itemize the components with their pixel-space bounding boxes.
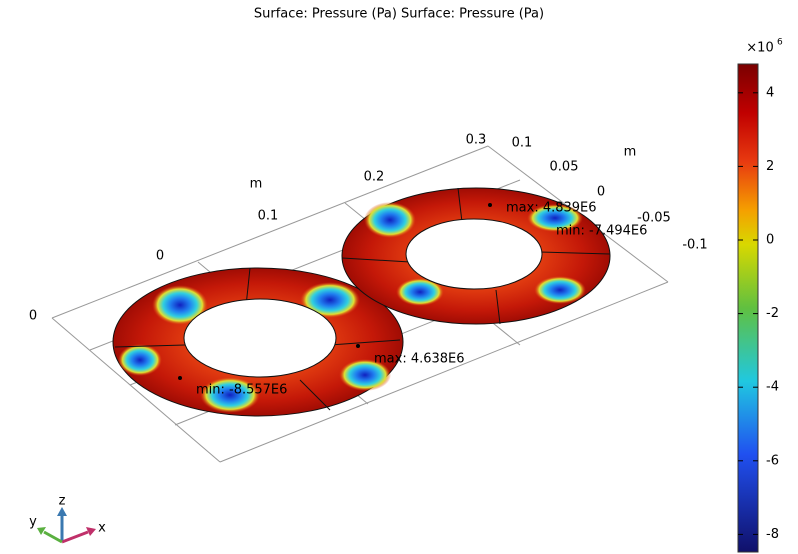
annotation: max: 4.638E6 xyxy=(374,352,465,367)
z-tick-label: 0 xyxy=(29,309,37,324)
colorbar-tick-label: -6 xyxy=(766,453,779,468)
colorbar-tick-label: -4 xyxy=(766,380,779,395)
colorbar-tick-label: -2 xyxy=(766,306,779,321)
ring-left xyxy=(112,267,404,417)
y-tick-label: 0 xyxy=(597,185,605,200)
annotations: max: 4.839E6 min: -7.494E6 max: 4.638E6 … xyxy=(178,201,647,398)
y-tick-label: 0.05 xyxy=(550,160,579,175)
annotation: max: 4.839E6 xyxy=(506,201,597,216)
colorbar-tick-label: 2 xyxy=(766,159,774,174)
triad-label: y xyxy=(29,515,37,530)
colorbar-tick-label: -8 xyxy=(766,527,779,542)
x-unit: m xyxy=(250,177,263,192)
y-unit: m xyxy=(624,145,637,160)
x-tick-label: 0.3 xyxy=(466,133,487,148)
triad-label: x xyxy=(98,521,106,536)
colorbar: ×10 6 4 2 0 -2 -4 -6 -8 xyxy=(737,38,783,553)
colorbar-multiplier: ×10 xyxy=(746,41,773,56)
annotation: min: -7.494E6 xyxy=(556,224,647,239)
axis-labels: 0.3 0.2 0.1 0 m 0.1 0.05 0 -0.05 -0.1 m … xyxy=(29,133,708,324)
colorbar-tick-label: 0 xyxy=(766,233,774,248)
colorbar-tick-label: 4 xyxy=(766,85,774,100)
triad-label: z xyxy=(59,494,66,509)
y-tick-label: -0.05 xyxy=(637,211,671,226)
x-tick-label: 0 xyxy=(156,249,164,264)
x-tick-label: 0.2 xyxy=(364,170,385,185)
ring-right xyxy=(341,187,611,325)
colorbar-exponent: 6 xyxy=(777,38,783,48)
x-tick-label: 0.1 xyxy=(258,209,279,224)
title: Surface: Pressure (Pa) Surface: Pressure… xyxy=(254,7,544,22)
annotation: min: -8.557E6 xyxy=(196,383,287,398)
y-tick-label: 0.1 xyxy=(512,136,533,151)
triad: z y x xyxy=(29,494,106,544)
y-tick-label: -0.1 xyxy=(682,238,707,253)
